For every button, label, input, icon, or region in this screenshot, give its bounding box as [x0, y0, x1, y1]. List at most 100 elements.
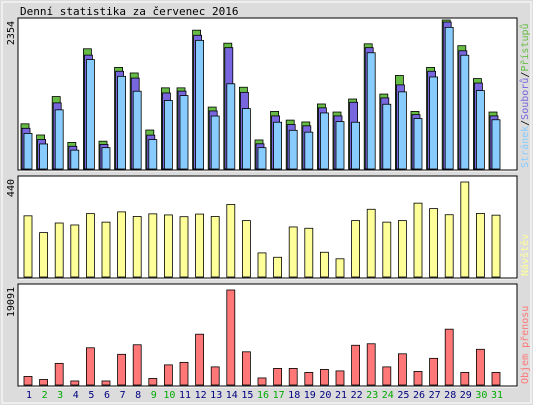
x-tick-label: 15 — [241, 390, 253, 401]
bar-volume-4 — [70, 380, 80, 386]
bar-volume-11 — [179, 361, 189, 386]
bar-visits-30 — [475, 213, 485, 278]
bar-stránek-13 — [210, 115, 220, 170]
bar-stránek-25 — [397, 91, 407, 170]
x-tick-label: 2 — [42, 390, 48, 401]
legend-entry: Objem přenosu — [519, 306, 531, 384]
bar-stránek-12 — [195, 39, 205, 170]
bar-stránek-4 — [70, 149, 80, 170]
x-tick-label: 26 — [413, 390, 425, 401]
bar-visits-29 — [460, 181, 470, 278]
bar-visits-10 — [163, 214, 173, 278]
bar-stránek-6 — [101, 147, 111, 170]
bar-volume-17 — [273, 368, 283, 386]
bar-visits-24 — [382, 221, 392, 278]
bar-volume-1 — [23, 376, 33, 386]
bar-visits-16 — [257, 252, 267, 278]
bar-volume-20 — [319, 369, 329, 386]
bar-stránek-16 — [257, 147, 267, 170]
bar-stránek-14 — [226, 83, 236, 170]
bar-visits-8 — [132, 216, 142, 278]
bar-stránek-10 — [163, 100, 173, 170]
bar-visits-12 — [195, 213, 205, 278]
legend-entry: Stránek — [519, 126, 531, 168]
bar-stránek-5 — [86, 59, 95, 170]
bar-visits-18 — [288, 226, 298, 278]
legend-visits: Návštěv — [519, 234, 531, 276]
bar-stránek-15 — [241, 108, 251, 170]
x-tick-label: 3 — [57, 390, 63, 401]
bar-stránek-17 — [273, 121, 283, 170]
bar-volume-31 — [491, 372, 501, 386]
bar-visits-26 — [413, 202, 423, 278]
x-tick-label: 31 — [491, 390, 503, 401]
x-tick-label: 21 — [335, 390, 347, 401]
bar-volume-10 — [163, 364, 173, 386]
bar-visits-27 — [429, 208, 439, 278]
bar-stránek-18 — [288, 129, 298, 170]
bar-visits-17 — [273, 256, 283, 278]
x-tick-label: 16 — [257, 390, 269, 401]
bar-visits-2 — [39, 232, 48, 278]
panel-volume: 19091 Objem přenosu — [6, 283, 531, 388]
x-tick-label: 1 — [26, 390, 32, 401]
x-tick-label: 28 — [444, 390, 456, 401]
bar-volume-30 — [475, 348, 485, 386]
x-tick-label: 29 — [460, 390, 472, 401]
x-tick-label: 7 — [120, 390, 126, 401]
y-max-label: 19091 — [6, 287, 17, 317]
bar-stránek-30 — [475, 90, 485, 170]
bar-volume-3 — [54, 362, 64, 386]
bar-visits-23 — [366, 208, 376, 278]
x-tick-label: 13 — [210, 390, 222, 401]
bar-stránek-27 — [429, 76, 439, 170]
bar-volume-7 — [117, 353, 126, 386]
bar-stránek-24 — [382, 103, 392, 170]
x-tick-label: 23 — [366, 390, 378, 401]
legend-entry: Přístupů — [519, 23, 531, 71]
bar-visits-31 — [491, 214, 501, 278]
bar-visits-3 — [54, 222, 64, 278]
bar-visits-1 — [23, 215, 33, 278]
bar-volume-27 — [429, 357, 439, 386]
x-tick-label: 5 — [88, 390, 94, 401]
legend-entry: / — [520, 120, 531, 126]
bar-visits-22 — [351, 220, 361, 278]
x-tick-label: 10 — [163, 390, 175, 401]
bar-volume-9 — [148, 378, 158, 386]
x-tick-label: 14 — [226, 390, 238, 401]
bar-stránek-11 — [179, 95, 189, 170]
bar-visits-20 — [319, 251, 329, 278]
bar-stránek-8 — [132, 90, 142, 170]
bar-stránek-19 — [304, 131, 314, 170]
x-axis-labels: 1 2 3 4 5 6 7 8 9 10 11 12 13 14 15 16 17 18 19 20 21 22 23 24 2… — [26, 390, 503, 401]
bar-stránek-20 — [319, 112, 329, 170]
chart-panels: 2354Stránek/Souborů/Přístupů440Návštěv19… — [6, 17, 531, 388]
chart-title: Denní statistika za červenec 2016 — [20, 5, 239, 18]
x-tick-label: 8 — [135, 390, 141, 401]
bar-stránek-31 — [491, 119, 501, 170]
x-tick-label: 24 — [382, 390, 394, 401]
x-tick-label: 4 — [73, 390, 79, 401]
x-tick-label: 12 — [195, 390, 207, 401]
bar-volume-28 — [444, 328, 454, 386]
legend-entry: / — [520, 72, 531, 78]
x-tick-label: 17 — [273, 390, 285, 401]
bar-volume-15 — [241, 351, 251, 386]
bar-visits-5 — [86, 213, 95, 278]
bar-visits-11 — [179, 216, 189, 278]
x-tick-label: 11 — [179, 390, 191, 401]
bar-stránek-26 — [413, 118, 423, 170]
x-tick-label: 6 — [104, 390, 110, 401]
bar-visits-19 — [304, 227, 314, 278]
bar-visits-21 — [335, 258, 345, 278]
bar-volume-21 — [335, 370, 345, 386]
bar-volume-8 — [132, 344, 142, 386]
x-tick-label: 19 — [304, 390, 316, 401]
bar-volume-24 — [382, 366, 392, 386]
bar-volume-18 — [288, 368, 298, 386]
bar-stránek-9 — [148, 139, 158, 170]
x-tick-label: 9 — [151, 390, 157, 401]
legend-entry: Návštěv — [519, 234, 531, 276]
